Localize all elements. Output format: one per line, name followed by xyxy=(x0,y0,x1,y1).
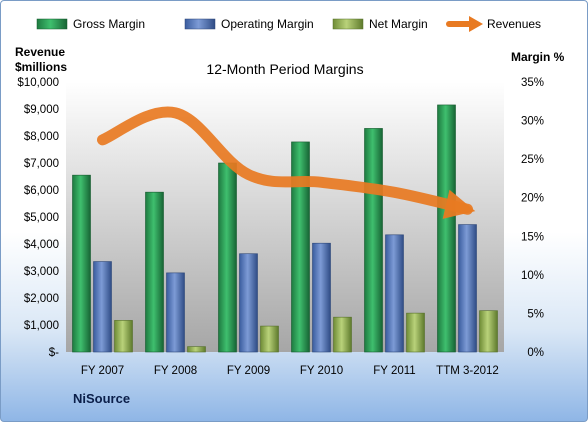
operating-margin-bar xyxy=(458,224,477,353)
operating-margin-bar xyxy=(312,242,331,353)
legend: Gross Margin Operating Margin Net Margin… xyxy=(36,16,541,32)
y-left-tick-label: $8,000 xyxy=(24,131,59,143)
y-left-tick-label: $10,000 xyxy=(17,77,59,89)
y-left-ticks: $10,000 $9,000 $8,000 $7,000 $6,000 $5,000 $4,… xyxy=(17,77,59,359)
gross-margin-bar xyxy=(364,128,383,353)
y-right-title: Margin % xyxy=(511,50,565,64)
operating-margin-bar xyxy=(239,253,258,353)
net-margin-bar xyxy=(187,346,206,353)
y-left-tick-label: $3,000 xyxy=(24,266,59,278)
gross-margin-bar xyxy=(145,191,164,353)
net-margin-bar xyxy=(260,325,279,353)
gross-margin-bar xyxy=(437,104,456,353)
operating-margin-bar xyxy=(166,272,185,353)
revenues-arrowhead xyxy=(442,189,476,219)
y-left-title-line1: Revenue xyxy=(15,45,65,59)
y-right-tick-label: 0% xyxy=(527,347,544,359)
y-right-tick-label: 30% xyxy=(521,116,544,128)
category-labels: FY 2007 FY 2008 FY 2009 FY 2010 FY 2011 TTM 3… xyxy=(81,365,499,377)
x-category-label: FY 2011 xyxy=(373,365,415,377)
revenues-curve xyxy=(97,106,473,215)
y-left-tick-label: $6,000 xyxy=(24,185,59,197)
y-left-tick-label: $5,000 xyxy=(24,212,59,224)
y-right-tick-label: 10% xyxy=(521,270,544,282)
net-margin-bar xyxy=(333,316,352,353)
x-category-label: FY 2008 xyxy=(154,365,197,377)
y-right-tick-label: 35% xyxy=(521,77,544,89)
x-category-label: FY 2007 xyxy=(81,365,124,377)
operating-margin-bar xyxy=(93,261,112,353)
legend-swatch-net-margin xyxy=(332,18,364,30)
gross-margin-bar xyxy=(72,174,91,353)
y-right-tick-label: 15% xyxy=(521,231,544,243)
legend-label-net-margin: Net Margin xyxy=(369,17,428,31)
legend-label-operating-margin: Operating Margin xyxy=(221,17,314,31)
legend-swatch-operating-margin xyxy=(184,18,216,30)
y-right-ticks: 35% 30% 25% 20% 15% 10% 5% 0% xyxy=(521,77,544,359)
y-left-title-line2: $millions xyxy=(15,60,67,74)
y-right-tick-label: 5% xyxy=(527,308,544,320)
y-left-tick-label: $7,000 xyxy=(24,158,59,170)
x-category-label: FY 2010 xyxy=(300,365,343,377)
plot-area xyxy=(66,82,504,352)
gross-margin-bar xyxy=(218,162,237,353)
revenues-line xyxy=(97,106,476,219)
legend-label-gross-margin: Gross Margin xyxy=(73,17,145,31)
legend-swatch-revenues xyxy=(446,16,483,32)
y-left-tick-label: $- xyxy=(49,347,59,359)
y-right-tick-label: 20% xyxy=(521,193,544,205)
gross-margin-bar xyxy=(291,141,310,353)
company-name: NiSource xyxy=(73,391,130,406)
y-left-tick-label: $4,000 xyxy=(24,239,59,251)
net-margin-bar xyxy=(114,320,133,353)
x-category-label: FY 2009 xyxy=(227,365,270,377)
chart-title: 12-Month Period Margins xyxy=(206,61,363,77)
y-left-tick-label: $1,000 xyxy=(24,320,59,332)
y-left-tick-label: $9,000 xyxy=(24,104,59,116)
legend-label-revenues: Revenues xyxy=(487,17,541,31)
net-margin-bar xyxy=(406,312,425,353)
y-right-tick-label: 25% xyxy=(521,154,544,166)
legend-swatch-gross-margin xyxy=(36,18,68,30)
x-category-label: TTM 3-2012 xyxy=(436,365,499,377)
bars xyxy=(72,104,498,353)
operating-margin-bar xyxy=(385,234,404,353)
y-left-tick-label: $2,000 xyxy=(24,293,59,305)
net-margin-bar xyxy=(479,310,498,353)
